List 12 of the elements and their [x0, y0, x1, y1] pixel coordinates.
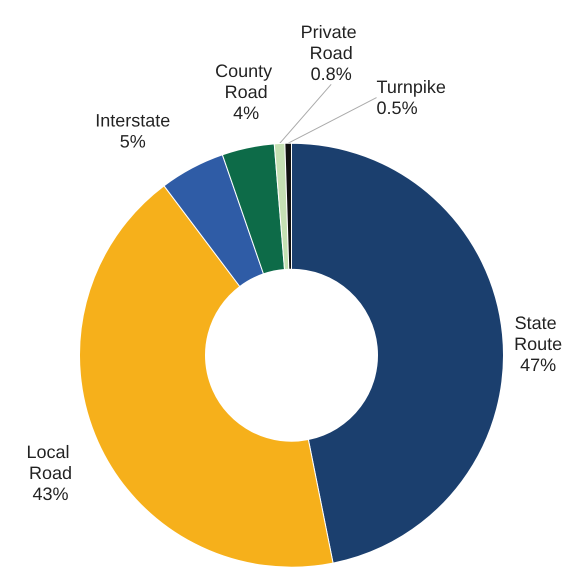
data-label: 47%	[520, 355, 556, 375]
data-label: 4%	[233, 103, 260, 123]
slice-label: State Route	[514, 313, 562, 354]
slice-label: Private Road	[300, 22, 362, 63]
slice-label: Interstate	[95, 110, 170, 131]
data-label: 0.8%	[310, 64, 352, 84]
slice-label: County Road	[215, 61, 278, 102]
slice-label: Local Road	[26, 442, 75, 483]
data-label: 43%	[32, 484, 69, 504]
data-label: 5%	[120, 132, 146, 152]
slice-label: Turnpike	[376, 77, 446, 98]
data-label: 0.5%	[376, 98, 418, 118]
